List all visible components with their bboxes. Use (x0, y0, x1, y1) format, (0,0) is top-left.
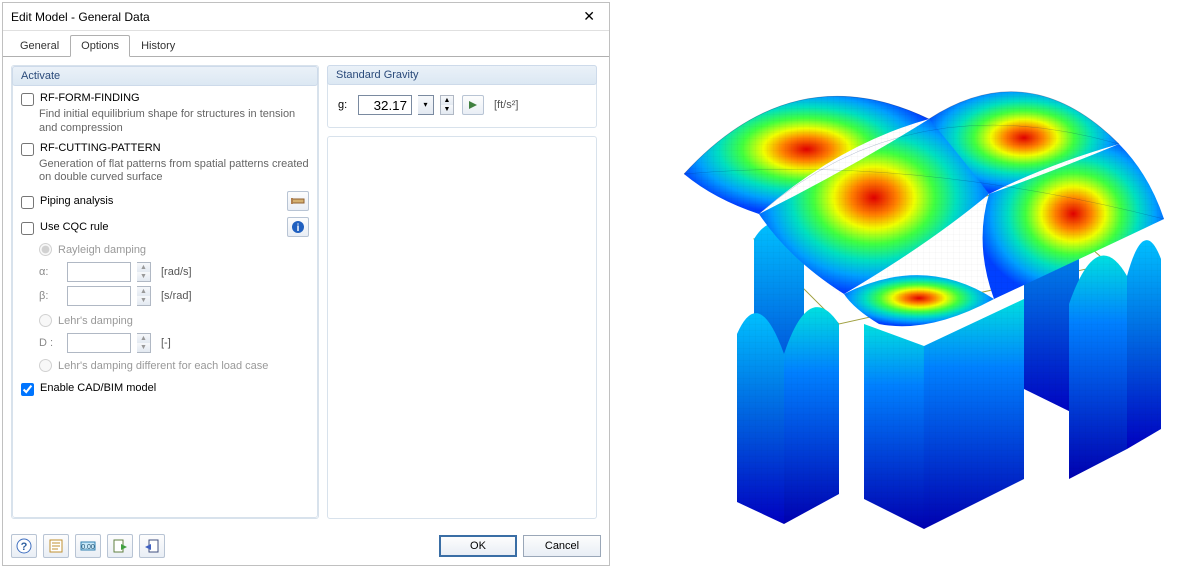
beta-input[interactable] (67, 286, 131, 306)
cutting-pattern-checkbox[interactable] (21, 143, 34, 156)
d-row: D : ▲▼ [-] (39, 333, 309, 353)
cutting-pattern-label: RF-CUTTING-PATTERN (40, 142, 161, 154)
gravity-groupbox: Standard Gravity g: ▾ ▲▼ [ft/s²] (327, 65, 597, 128)
lehrs-radio[interactable] (39, 314, 52, 327)
lehrs-diff-radio[interactable] (39, 359, 52, 372)
tab-general[interactable]: General (9, 35, 70, 56)
cqc-checkbox[interactable] (21, 222, 34, 235)
lehrs-row: Lehr's damping (39, 314, 309, 327)
play-icon (468, 100, 478, 110)
alpha-row: α: ▲▼ [rad/s] (39, 262, 309, 282)
titlebar-text: Edit Model - General Data (11, 10, 577, 24)
activate-panel: Activate RF-FORM-FINDING Find initial eq… (11, 65, 319, 519)
beta-row: β: ▲▼ [s/rad] (39, 286, 309, 306)
form-finding-label: RF-FORM-FINDING (40, 92, 140, 104)
help-icon: ? (16, 538, 32, 554)
help-button[interactable]: ? (11, 534, 37, 558)
cqc-row: Use CQC rule i (21, 217, 309, 237)
gravity-title: Standard Gravity (327, 65, 597, 85)
alpha-spinner[interactable]: ▲▼ (137, 262, 151, 282)
enable-cad-label: Enable CAD/BIM model (40, 382, 156, 394)
activate-title: Activate (12, 66, 318, 86)
alpha-input[interactable] (67, 262, 131, 282)
dialog-body: Activate RF-FORM-FINDING Find initial eq… (3, 57, 609, 527)
tab-options[interactable]: Options (70, 35, 130, 57)
edit-model-dialog: Edit Model - General Data ✕ General Opti… (2, 2, 610, 566)
tab-history[interactable]: History (130, 35, 186, 56)
gravity-input[interactable] (358, 95, 412, 115)
beta-spinner[interactable]: ▲▼ (137, 286, 151, 306)
piping-checkbox[interactable] (21, 196, 34, 209)
model-viewport[interactable] (612, 0, 1185, 568)
gravity-dropdown[interactable]: ▾ (418, 95, 434, 115)
svg-text:0.00: 0.00 (81, 544, 95, 551)
gravity-unit: [ft/s²] (494, 99, 518, 111)
units-icon: 0.00 (80, 539, 96, 553)
info-icon: i (291, 220, 305, 234)
form-finding-desc: Find initial equilibrium shape for struc… (39, 108, 309, 136)
alpha-unit: [rad/s] (161, 266, 192, 278)
cqc-subgroup: Rayleigh damping α: ▲▼ [rad/s] β: ▲▼ [s/… (39, 243, 309, 372)
d-label: D : (39, 337, 61, 349)
lehrs-diff-label: Lehr's damping different for each load c… (58, 360, 268, 372)
ok-button[interactable]: OK (439, 535, 517, 557)
bottom-bar: ? 0.00 OK Cancel (3, 527, 609, 565)
piping-row: Piping analysis (21, 191, 309, 211)
form-finding-row: RF-FORM-FINDING (21, 92, 309, 106)
pipe-icon (291, 195, 305, 207)
cutting-pattern-row: RF-CUTTING-PATTERN (21, 142, 309, 156)
gravity-spinner[interactable]: ▲▼ (440, 95, 454, 115)
d-unit: [-] (161, 337, 171, 349)
notes-button[interactable] (43, 534, 69, 558)
d-input[interactable] (67, 333, 131, 353)
import-button[interactable] (139, 534, 165, 558)
enable-cad-row: Enable CAD/BIM model (21, 382, 309, 396)
activate-groupbox: Activate RF-FORM-FINDING Find initial eq… (12, 66, 318, 518)
cancel-button[interactable]: Cancel (523, 535, 601, 557)
right-empty-panel (327, 136, 597, 519)
cqc-label: Use CQC rule (40, 221, 108, 233)
cutting-pattern-desc: Generation of flat patterns from spatial… (39, 158, 309, 186)
svg-text:?: ? (21, 541, 28, 553)
tab-strip: General Options History (3, 31, 609, 57)
rayleigh-label: Rayleigh damping (58, 244, 146, 256)
enable-cad-checkbox[interactable] (21, 383, 34, 396)
svg-text:i: i (297, 223, 300, 234)
form-finding-checkbox[interactable] (21, 93, 34, 106)
fea-contour-model (629, 24, 1169, 544)
lehrs-label: Lehr's damping (58, 315, 133, 327)
titlebar: Edit Model - General Data ✕ (3, 3, 609, 31)
gravity-row: g: ▾ ▲▼ [ft/s²] (336, 91, 588, 119)
beta-unit: [s/rad] (161, 290, 192, 302)
gravity-label: g: (338, 99, 352, 111)
beta-label: β: (39, 290, 61, 302)
alpha-label: α: (39, 266, 61, 278)
export-icon (113, 539, 127, 553)
close-icon[interactable]: ✕ (577, 8, 601, 25)
piping-settings-button[interactable] (287, 191, 309, 211)
cqc-info-button[interactable]: i (287, 217, 309, 237)
right-column: Standard Gravity g: ▾ ▲▼ [ft/s²] (327, 65, 597, 519)
rayleigh-radio[interactable] (39, 243, 52, 256)
rayleigh-row: Rayleigh damping (39, 243, 309, 256)
export-button[interactable] (107, 534, 133, 558)
import-icon (145, 539, 159, 553)
piping-label: Piping analysis (40, 195, 113, 207)
d-spinner[interactable]: ▲▼ (137, 333, 151, 353)
units-button[interactable]: 0.00 (75, 534, 101, 558)
gravity-apply-button[interactable] (462, 95, 484, 115)
notes-icon (49, 539, 63, 553)
lehrs-diff-row: Lehr's damping different for each load c… (39, 359, 309, 372)
